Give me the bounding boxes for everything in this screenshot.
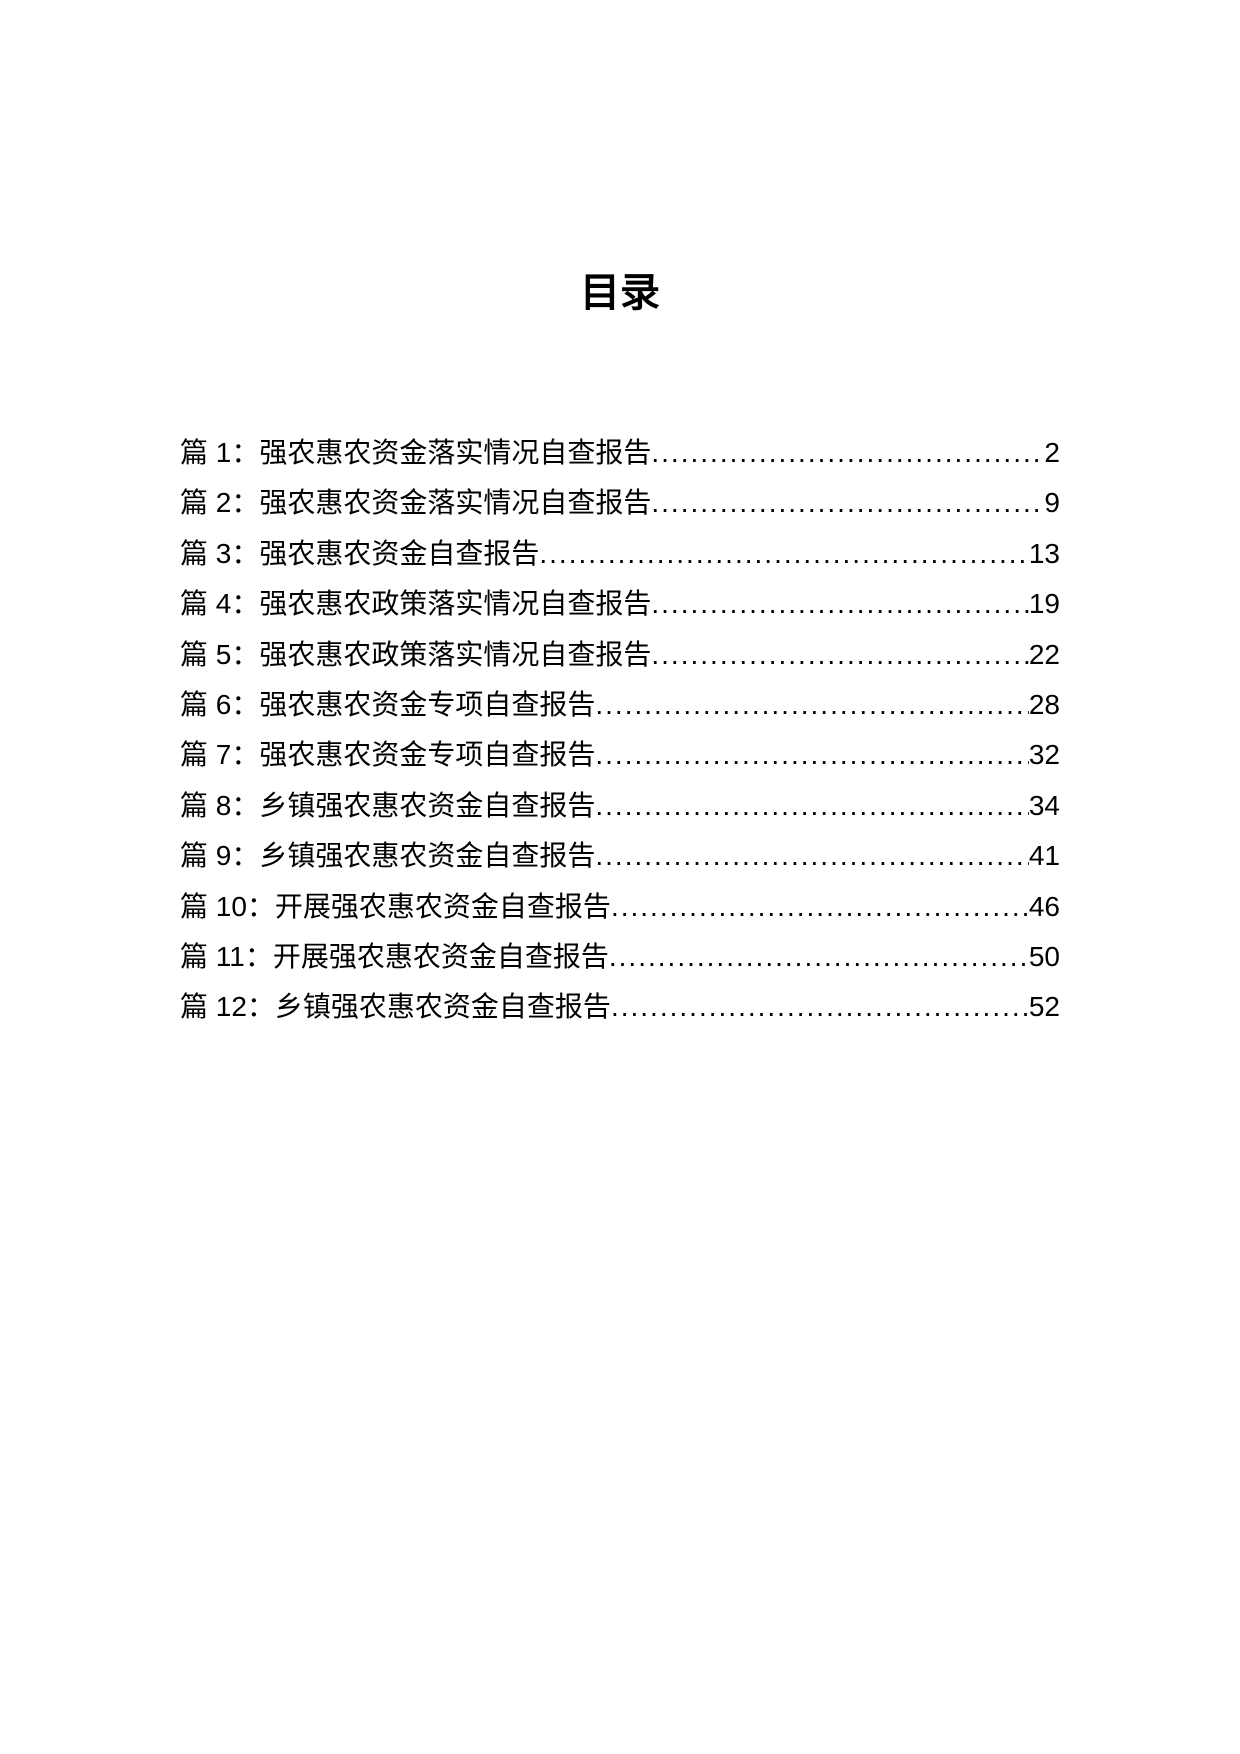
toc-entry-page: 32	[1029, 730, 1060, 780]
toc-entry-page: 34	[1029, 781, 1060, 831]
toc-dots	[651, 478, 1044, 528]
toc-entry-label: 篇 1：强农惠农资金落实情况自查报告	[180, 428, 651, 478]
toc-entry: 篇 9：乡镇强农惠农资金自查报告 41	[180, 831, 1060, 881]
toc-dots	[651, 579, 1028, 629]
toc-entry-page: 9	[1044, 478, 1060, 528]
toc-entry: 篇 1：强农惠农资金落实情况自查报告 2	[180, 428, 1060, 478]
toc-dots	[595, 730, 1028, 780]
toc-entry-page: 2	[1044, 428, 1060, 478]
toc-entry-label: 篇 2：强农惠农资金落实情况自查报告	[180, 478, 651, 528]
toc-entry: 篇 5：强农惠农政策落实情况自查报告 22	[180, 630, 1060, 680]
toc-entry: 篇 10：开展强农惠农资金自查报告 46	[180, 882, 1060, 932]
toc-entry-label: 篇 12：乡镇强农惠农资金自查报告	[180, 982, 611, 1032]
toc-entry-label: 篇 6：强农惠农资金专项自查报告	[180, 680, 595, 730]
toc-list: 篇 1：强农惠农资金落实情况自查报告 2 篇 2：强农惠农资金落实情况自查报告 …	[180, 428, 1060, 1033]
toc-entry: 篇 4：强农惠农政策落实情况自查报告 19	[180, 579, 1060, 629]
toc-entry-page: 46	[1029, 882, 1060, 932]
toc-dots	[595, 680, 1028, 730]
toc-entry: 篇 6：强农惠农资金专项自查报告 28	[180, 680, 1060, 730]
toc-entry-label: 篇 5：强农惠农政策落实情况自查报告	[180, 630, 651, 680]
toc-dots	[609, 932, 1029, 982]
toc-dots	[611, 882, 1029, 932]
toc-entry-label: 篇 9：乡镇强农惠农资金自查报告	[180, 831, 595, 881]
toc-dots	[651, 630, 1028, 680]
toc-entry-page: 50	[1029, 932, 1060, 982]
toc-entry-label: 篇 7：强农惠农资金专项自查报告	[180, 730, 595, 780]
toc-entry: 篇 8：乡镇强农惠农资金自查报告 34	[180, 781, 1060, 831]
toc-entry-page: 28	[1029, 680, 1060, 730]
toc-entry: 篇 7：强农惠农资金专项自查报告 32	[180, 730, 1060, 780]
toc-dots	[595, 781, 1028, 831]
toc-entry: 篇 11：开展强农惠农资金自查报告 50	[180, 932, 1060, 982]
toc-entry-label: 篇 11：开展强农惠农资金自查报告	[180, 932, 609, 982]
toc-dots	[651, 428, 1044, 478]
toc-entry-label: 篇 4：强农惠农政策落实情况自查报告	[180, 579, 651, 629]
toc-entry-label: 篇 3：强农惠农资金自查报告	[180, 529, 539, 579]
toc-dots	[539, 529, 1028, 579]
toc-entry: 篇 12：乡镇强农惠农资金自查报告 52	[180, 982, 1060, 1032]
toc-entry-label: 篇 8：乡镇强农惠农资金自查报告	[180, 781, 595, 831]
toc-entry-page: 19	[1029, 579, 1060, 629]
toc-entry: 篇 2：强农惠农资金落实情况自查报告 9	[180, 478, 1060, 528]
toc-dots	[611, 982, 1029, 1032]
toc-entry-page: 52	[1029, 982, 1060, 1032]
toc-entry-label: 篇 10：开展强农惠农资金自查报告	[180, 882, 611, 932]
toc-entry-page: 41	[1029, 831, 1060, 881]
toc-entry-page: 22	[1029, 630, 1060, 680]
toc-entry: 篇 3：强农惠农资金自查报告 13	[180, 529, 1060, 579]
toc-entry-page: 13	[1029, 529, 1060, 579]
toc-dots	[595, 831, 1028, 881]
toc-title: 目录	[180, 260, 1060, 318]
